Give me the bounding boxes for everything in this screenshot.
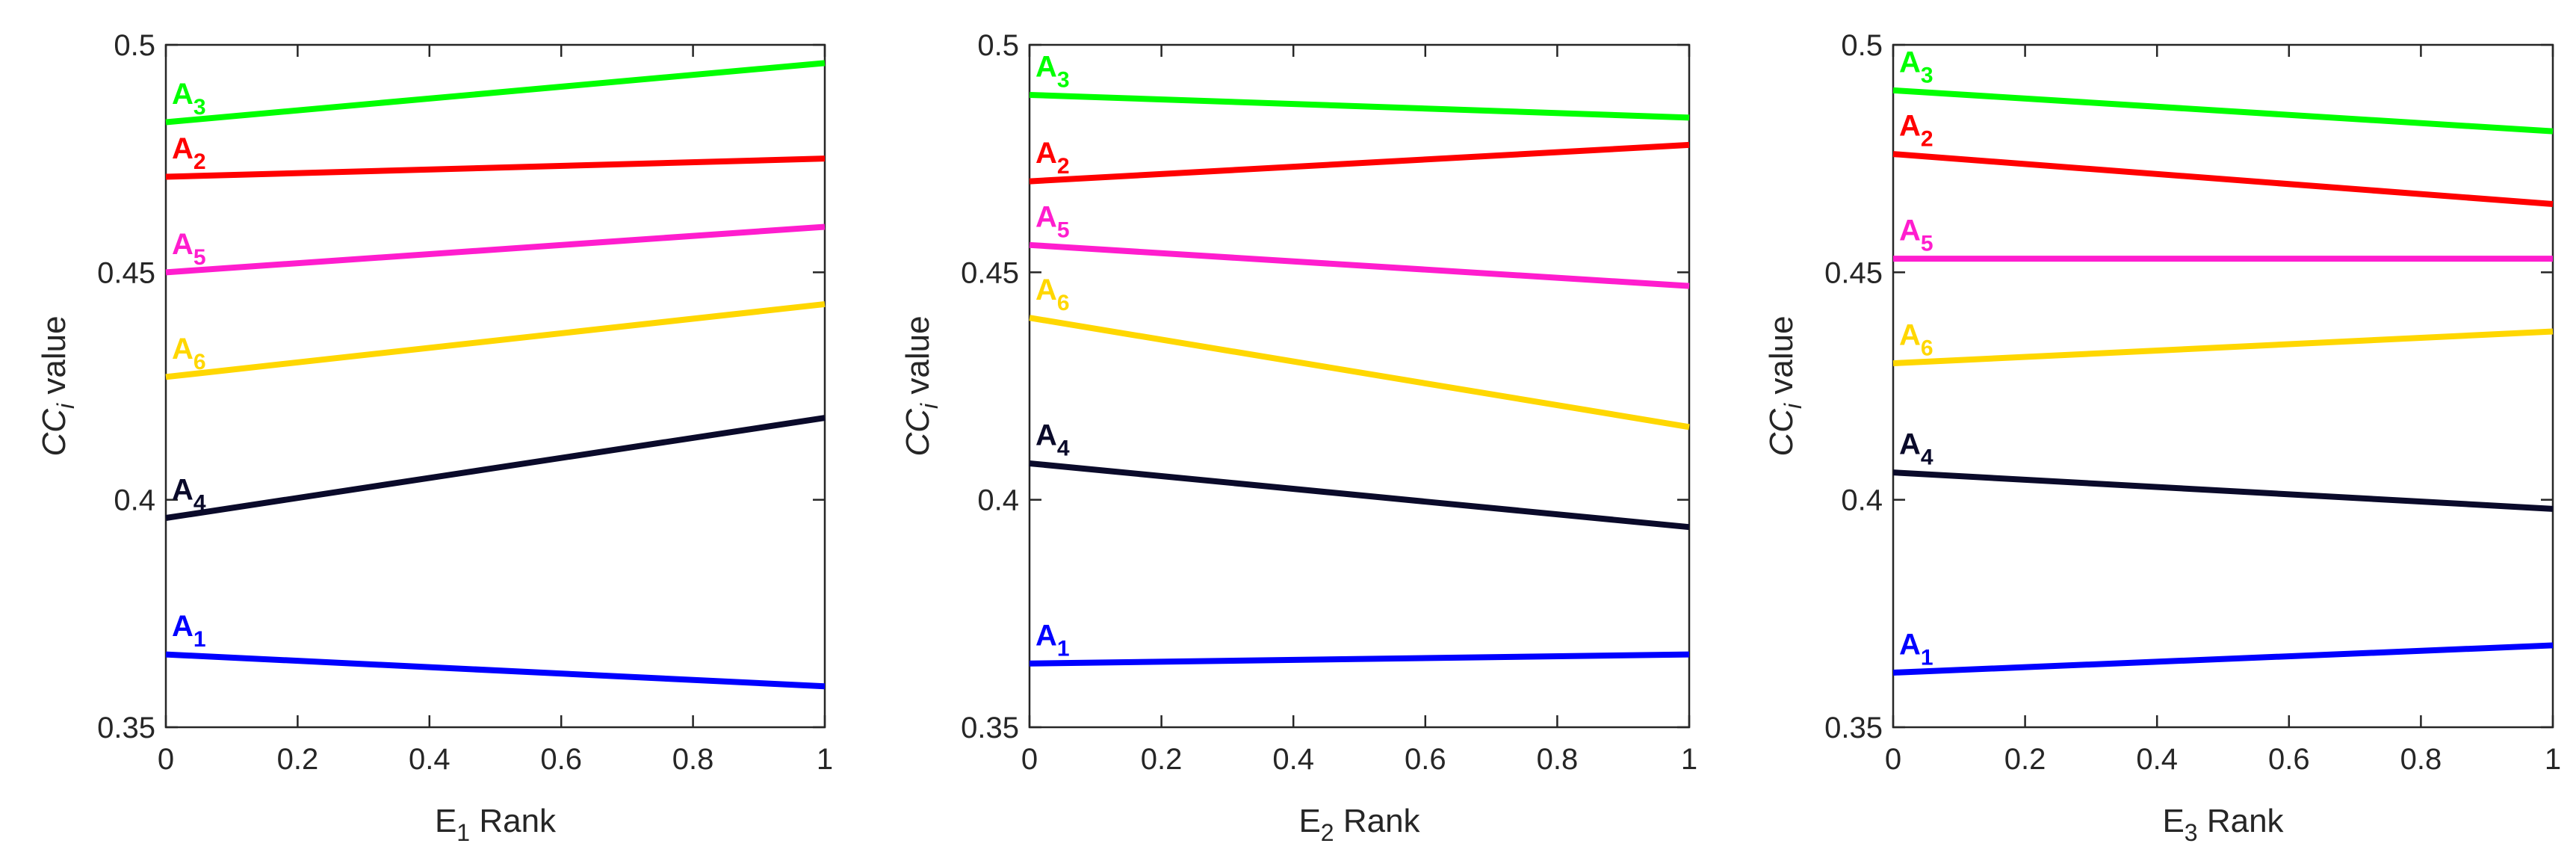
series-line-a1 — [1892, 642, 2554, 676]
axes-box — [164, 43, 826, 729]
x-axis-title: E3 Rank — [2162, 803, 2284, 846]
series-label-a5: A5 — [1899, 215, 1933, 256]
x-tick-label: 0.4 — [2136, 743, 2178, 776]
x-tick-label: 0.2 — [2004, 743, 2046, 776]
series-line-a6 — [1892, 328, 2554, 367]
x-tick-label: 0 — [1021, 743, 1038, 776]
y-tick-label: 0.4 — [1841, 484, 1883, 517]
series-line-a1 — [1029, 651, 1690, 667]
y-tick-label: 0.35 — [97, 712, 155, 744]
series-label-a6: A6 — [1899, 319, 1933, 361]
chart-panel-1: 0 0.2 0.4 0.6 0.8 1 0.35 0.4 0.45 0.5 E1 Rank CCi v… — [36, 29, 833, 846]
y-tick-label: 0.45 — [1824, 256, 1883, 289]
series-label-a2: A2 — [1035, 137, 1070, 179]
series-label-a6: A6 — [172, 333, 206, 374]
x-tick-label: 0.4 — [1272, 743, 1314, 776]
series-label-a4: A4 — [1035, 419, 1070, 461]
series-line-a5 — [1029, 241, 1690, 289]
y-tick-label: 0.45 — [961, 256, 1019, 289]
series-label-a1: A1 — [1899, 629, 1933, 670]
y-tick-label: 0.5 — [114, 29, 155, 62]
series-line-a6 — [165, 300, 826, 380]
series-line-a3 — [165, 60, 826, 126]
x-tick-label: 0 — [158, 743, 174, 776]
series-label-a3: A3 — [1035, 51, 1070, 93]
series-label-a1: A1 — [172, 610, 206, 652]
series-label-a5: A5 — [172, 228, 206, 270]
axes-box — [1028, 43, 1691, 729]
y-tick-label: 0.5 — [977, 29, 1019, 62]
series-label-a5: A5 — [1035, 200, 1070, 242]
series-label-a6: A6 — [1035, 274, 1070, 315]
series-label-a3: A3 — [1899, 46, 1933, 87]
series-line-a4 — [165, 415, 826, 521]
chart-panel-2: 0 0.2 0.4 0.6 0.8 1 0.35 0.4 0.45 0.5 E2 Rank CCi v… — [900, 29, 1697, 846]
x-tick-label: 1 — [2545, 743, 2561, 776]
y-tick-label: 0.4 — [114, 484, 155, 517]
y-axis-title: CCi value — [36, 315, 79, 456]
series-label-a4: A4 — [172, 474, 206, 516]
series-label-a4: A4 — [1899, 428, 1933, 470]
series-label-a2: A2 — [1899, 110, 1933, 152]
x-tick-label: 0.8 — [672, 743, 714, 776]
x-tick-label: 0.6 — [1405, 743, 1446, 776]
x-tick-label: 1 — [817, 743, 833, 776]
series-line-a1 — [165, 651, 826, 690]
series-line-a3 — [1892, 87, 2554, 135]
series-line-a2 — [1892, 151, 2554, 208]
x-axis-title: E1 Rank — [435, 803, 557, 846]
series-line-a2 — [1029, 141, 1690, 185]
series-label-a3: A3 — [172, 78, 206, 120]
y-tick-label: 0.35 — [961, 712, 1019, 744]
series-line-a4 — [1029, 460, 1690, 531]
x-tick-label: 0.8 — [2400, 743, 2442, 776]
x-tick-label: 0 — [1885, 743, 1901, 776]
x-tick-label: 1 — [1681, 743, 1697, 776]
x-tick-label: 0.8 — [1537, 743, 1579, 776]
x-axis-title: E2 Rank — [1298, 803, 1420, 846]
y-tick-label: 0.5 — [1841, 29, 1883, 62]
x-tick-label: 0.2 — [277, 743, 319, 776]
series-line-a3 — [1029, 91, 1690, 121]
series-line-a4 — [1892, 469, 2554, 512]
y-tick-label: 0.45 — [97, 256, 155, 289]
series-label-a1: A1 — [1035, 619, 1070, 661]
series-line-a5 — [165, 223, 826, 276]
y-tick-label: 0.4 — [977, 484, 1019, 517]
y-axis-title: CCi value — [900, 315, 943, 456]
x-tick-label: 0.4 — [409, 743, 451, 776]
x-tick-label: 0.2 — [1141, 743, 1183, 776]
x-tick-label: 0.6 — [540, 743, 582, 776]
axes-box — [1892, 43, 2554, 729]
series-line-a2 — [165, 155, 826, 180]
chart-panel-3: 0 0.2 0.4 0.6 0.8 1 0.35 0.4 0.45 0.5 E3 Rank CCi v… — [1763, 29, 2561, 846]
series-line-a6 — [1029, 315, 1690, 431]
series-label-a2: A2 — [172, 132, 206, 174]
x-tick-label: 0.6 — [2268, 743, 2310, 776]
y-tick-label: 0.35 — [1824, 712, 1883, 744]
y-axis-title: CCi value — [1763, 315, 1806, 456]
